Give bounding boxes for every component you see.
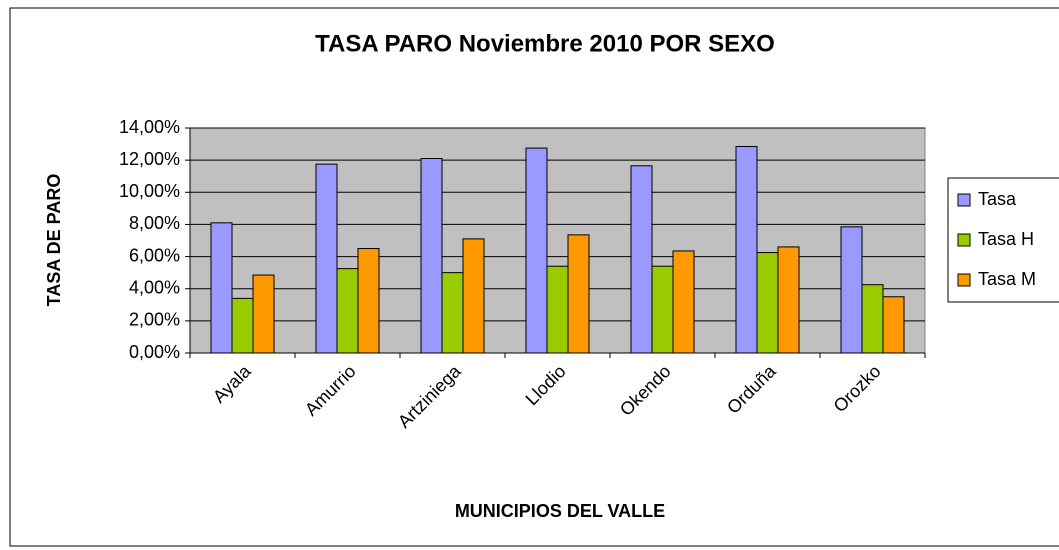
y-tick-label: 4,00%: [129, 277, 180, 297]
bar: [252, 274, 275, 354]
bar: [525, 147, 548, 354]
legend-label: Tasa M: [978, 269, 1036, 289]
x-axis-title: MUNICIPIOS DEL VALLE: [455, 501, 665, 521]
bar: [357, 248, 380, 354]
bar: [651, 265, 674, 354]
bar: [336, 268, 359, 354]
bar: [840, 226, 863, 354]
bar: [756, 252, 779, 354]
legend-swatch: [957, 193, 971, 207]
bar: [315, 163, 338, 354]
legend-label: Tasa: [978, 189, 1017, 209]
legend-swatch: [957, 233, 971, 247]
bar: [441, 272, 464, 354]
y-tick-label: 2,00%: [129, 310, 180, 330]
y-tick-label: 6,00%: [129, 245, 180, 265]
chart-title: TASA PARO Noviembre 2010 POR SEXO: [315, 30, 775, 57]
bar: [630, 165, 653, 354]
y-tick-label: 14,00%: [119, 117, 180, 137]
y-tick-label: 10,00%: [119, 181, 180, 201]
bar: [735, 145, 758, 354]
bar: [567, 234, 590, 354]
bar: [672, 250, 695, 354]
bar: [882, 296, 905, 354]
y-axis-title: TASA DE PARO: [44, 174, 64, 307]
y-tick-label: 0,00%: [129, 342, 180, 362]
bar: [462, 238, 485, 354]
bar: [210, 222, 233, 354]
bar: [861, 284, 884, 354]
bar: [231, 297, 254, 354]
legend-label: Tasa H: [978, 229, 1034, 249]
y-tick-label: 8,00%: [129, 213, 180, 233]
y-tick-label: 12,00%: [119, 149, 180, 169]
bar: [546, 265, 569, 354]
bar: [420, 158, 443, 354]
bar: [777, 246, 800, 354]
legend-swatch: [957, 273, 971, 287]
